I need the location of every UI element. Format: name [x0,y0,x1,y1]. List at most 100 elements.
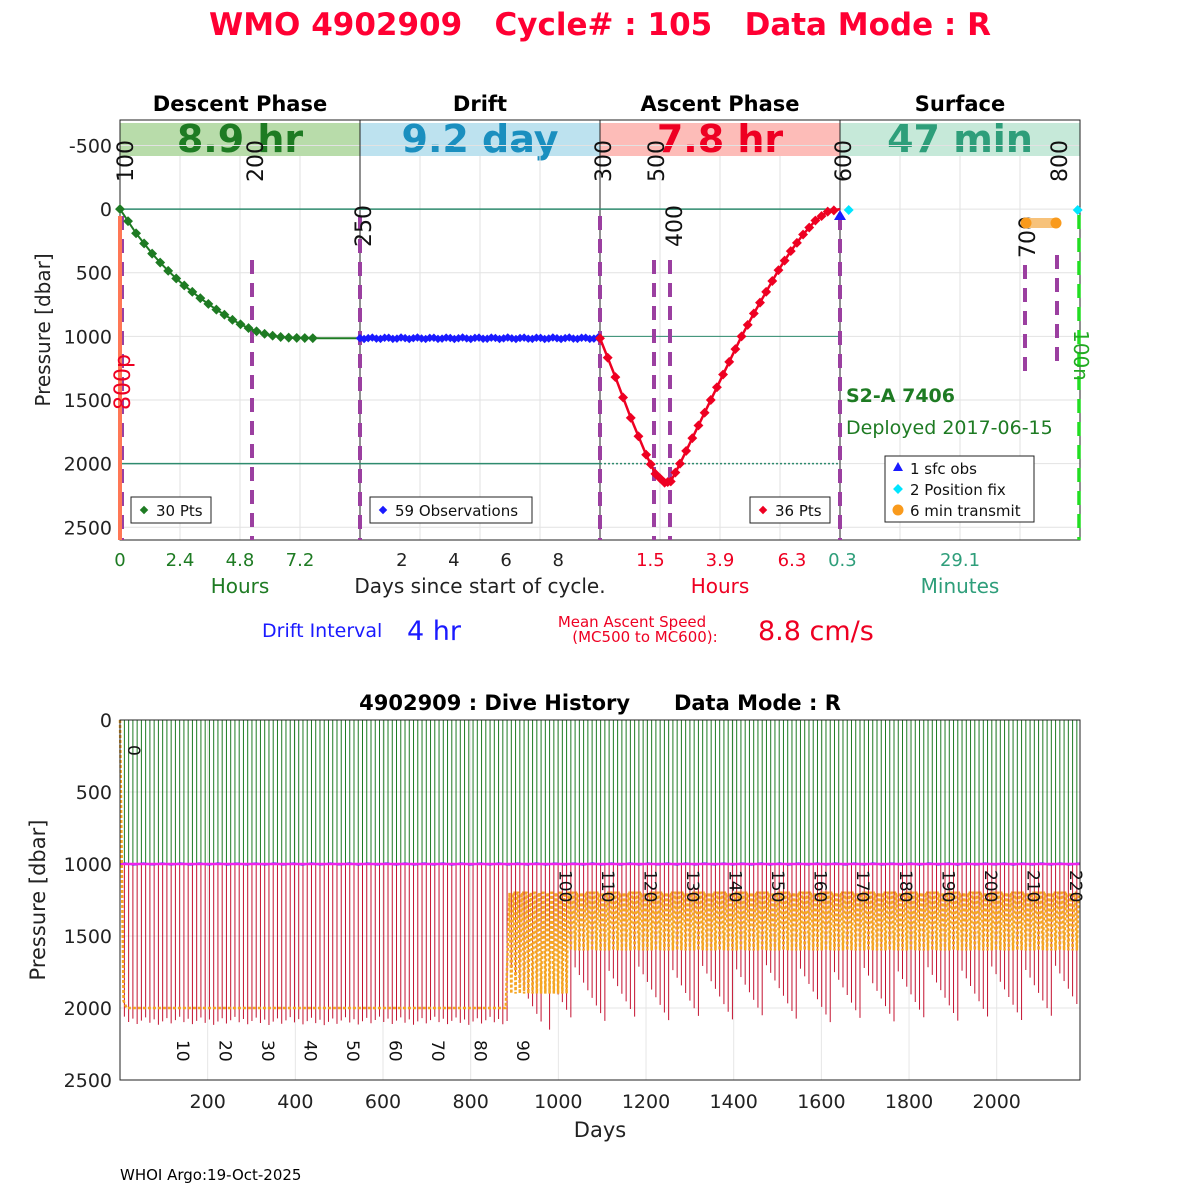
descent-point [243,323,254,334]
phase-header: Ascent Phase [641,92,800,116]
ascent-point [675,458,685,469]
legend-box [369,496,533,524]
cycle-label: 70 [427,1040,447,1062]
ascent-point [748,308,759,319]
x-tick-label: 2000 [973,1091,1021,1113]
y-tick-label: 1500 [64,390,112,412]
x-axis-label: Hours [211,574,270,598]
dive-history-chart: 0 10 20 30 40 50 60 70 80 90 100 110 120 130 140 150 160… [26,710,1085,1142]
phase-header: Drift [453,92,507,116]
descent-point [259,328,270,339]
ascent-point [810,215,821,226]
cycle-label: 120 [640,870,660,902]
descent-point [195,293,206,304]
phase-header: Surface [915,92,1005,116]
x-tick-label: 7.2 [286,550,315,571]
x-axis-label: Hours [691,574,750,598]
cycle-label: 190 [937,870,957,902]
descent-point [187,286,198,297]
descent-point [291,332,302,343]
x-tick-label: 2.4 [166,550,195,571]
phase-band [600,123,840,156]
deployed-date: Deployed 2017-06-15 [846,417,1053,439]
plot-frame [119,719,1081,1081]
legend-label: 36 Pts [775,502,822,520]
descent-point [147,248,158,259]
legend-marker [893,462,903,471]
ascent-point [625,412,636,423]
ascent-point [645,459,656,470]
legend-marker [893,484,903,494]
y-axis-label: Pressure [dbar] [31,253,55,406]
legend-marker [758,505,768,515]
cycle-label: 100 [555,870,575,902]
cycle-label: 210 [1022,870,1042,902]
mission-code-label: 100 [114,140,139,182]
x-tick-label: 6 [500,550,511,571]
mission-code-label: 250 [352,205,377,247]
y-axis-label: Pressure [dbar] [26,820,50,981]
ascent-point [641,449,652,460]
phase-duration: 7.8 hr [657,117,784,161]
legend-label: 59 Observations [395,502,518,520]
x-tick-label: 6.3 [778,550,807,571]
ascent-point [618,392,629,403]
cycle-label: 170 [852,870,872,902]
ascent-point [791,237,802,248]
cycle-label: 60 [385,1040,405,1062]
legend-label: 30 Pts [156,502,203,520]
y-tick-label: 0 [100,710,112,732]
drift-interval-value: 4 hr [407,616,462,647]
x-tick-label: 4 [448,550,459,571]
cycle-label: 0 [123,745,143,756]
mission-code-label: 500 [645,140,670,182]
y-tick-label: 500 [76,782,112,804]
surface-legend-box [884,455,1035,523]
ascent-point [724,356,735,367]
main-title: WMO 4902909 Cycle# : 105 Data Mode : R [209,7,991,43]
ascent-point [785,246,796,257]
x-axis-label: Days [574,1118,626,1142]
history-title: 4902909 : Dive History Data Mode : R [359,691,841,715]
y-tick-label: -500 [69,135,112,157]
y-tick-label: 2500 [64,517,112,539]
cycle-label: 130 [682,870,702,902]
x-tick-label: 1.5 [636,550,665,571]
sfc-obs-marker [834,210,846,220]
y-tick-label: 2000 [64,454,112,476]
x-tick-label: 4.8 [226,550,255,571]
descent-point [179,280,190,291]
mission-code-label: 400 [663,205,688,247]
ascent-point [798,229,809,240]
position-fix-marker [1072,205,1083,215]
cycle-label: 50 [342,1040,362,1062]
descent-point [123,216,133,227]
cycle-label: 80 [470,1040,490,1062]
mission-code-label: 300 [592,140,617,182]
y-tick-label: 2000 [64,998,112,1020]
ascent-point [773,265,784,276]
y-tick-label: 2500 [64,1070,112,1092]
x-tick-label: 0.3 [828,550,857,571]
y-tick-label: 1000 [64,854,112,876]
x-tick-label: 29.1 [940,550,980,571]
ascent-point [736,331,747,342]
descent-point [283,332,294,343]
x-axis-label: Minutes [921,574,1000,598]
descent-point [267,330,278,341]
x-tick-label: 400 [277,1091,313,1113]
x-axis-label: Days since start of cycle. [354,574,605,598]
x-tick-label: 0 [114,550,125,571]
float-name: S2-A 7406 [846,385,955,407]
y-tick-label: 1500 [64,926,112,948]
ascent-speed-label-1: Mean Ascent Speed [558,613,706,631]
descent-point [227,314,238,325]
ascent-point [610,372,621,383]
legend-label: 1 sfc obs [910,460,977,478]
x-tick-label: 1800 [885,1091,933,1113]
ascent-point [779,255,790,266]
phase-band [840,123,1080,156]
ascent-point [742,319,753,330]
cycle-label: 220 [1065,870,1085,902]
